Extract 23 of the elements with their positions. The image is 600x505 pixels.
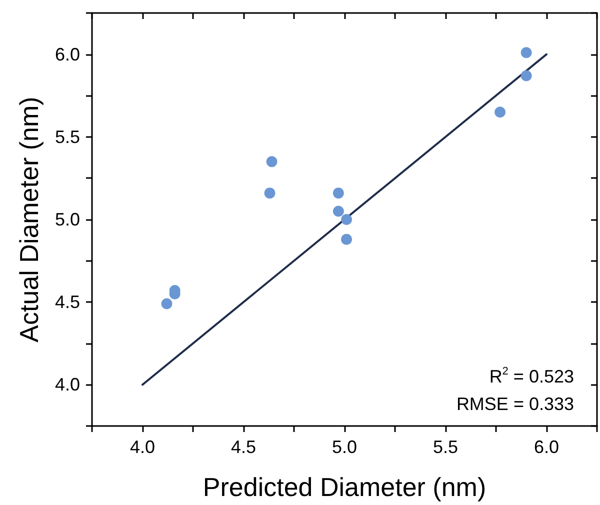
point xyxy=(264,188,276,199)
y-axis-title: Actual Diameter (nm) xyxy=(14,96,44,342)
point xyxy=(341,214,352,225)
x-tick-label: 5.0 xyxy=(332,437,358,457)
x-tick-label: 5.5 xyxy=(432,437,458,457)
point xyxy=(332,188,344,199)
y-tick-label: 4.0 xyxy=(54,374,80,395)
annotation: RMSE = 0.333 xyxy=(456,394,574,414)
x-tick-label: 6.0 xyxy=(534,437,560,457)
x-axis-title: Predicted Diameter (nm) xyxy=(202,472,486,502)
point xyxy=(332,206,344,217)
point xyxy=(341,234,352,245)
point xyxy=(161,298,172,310)
y-tick-label: 5.0 xyxy=(54,210,80,230)
y-tick-label: 5.5 xyxy=(54,126,80,147)
point xyxy=(494,106,506,118)
x-tick-label: 4.5 xyxy=(230,437,256,457)
point xyxy=(520,70,532,82)
y-tick-label: 6.0 xyxy=(54,44,80,64)
x-tick-label: 4.0 xyxy=(130,437,156,457)
point xyxy=(266,156,278,168)
y-tick-label: 4.5 xyxy=(54,292,80,312)
point xyxy=(520,47,532,58)
